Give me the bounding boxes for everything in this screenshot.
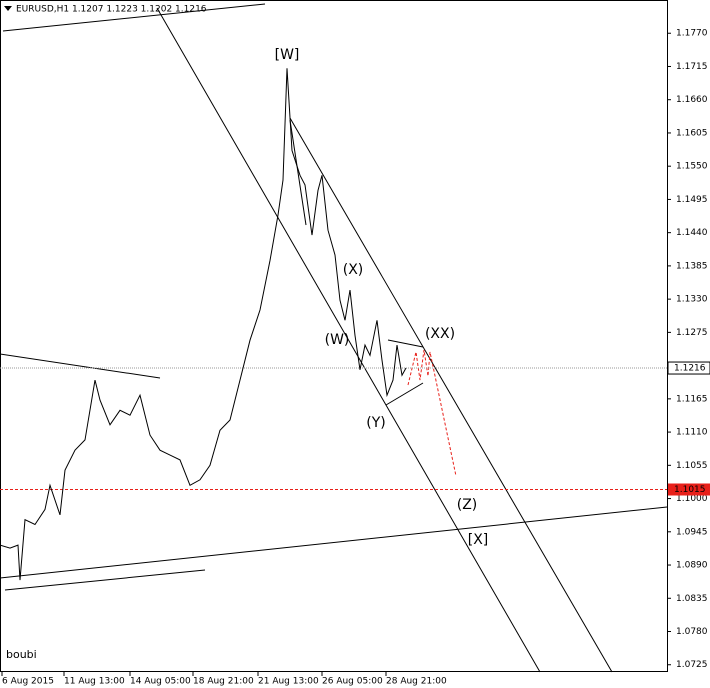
y-tick-label: 1.1000 [676,494,708,504]
y-tick-label: 1.1330 [676,295,708,305]
y-tick-label: 1.0780 [676,627,708,637]
y-tick-label: 1.1275 [676,328,708,338]
y-tick-label: 1.1770 [676,29,708,39]
x-tick-label: 18 Aug 21:00 [193,677,254,687]
plot-frame [0,0,668,672]
y-tick-label: 1.1110 [676,428,708,438]
y-tick-label: 1.1165 [676,394,708,404]
wave-label: (Z) [457,497,478,513]
y-tick-label: 1.1055 [676,461,708,471]
y-tick-label: 1.1495 [676,195,708,205]
y-tick-label: 1.0725 [676,660,708,670]
projection [407,349,457,477]
x-tick-label: 21 Aug 13:00 [258,677,319,687]
y-tick-label: 1.1385 [676,261,708,271]
price-label: 1.1015 [674,485,706,495]
menu-icon [4,6,12,11]
price-label-box [668,483,710,496]
y-tick-label: 1.1550 [676,162,708,172]
y-tick-label: 1.1715 [676,62,708,72]
x-tick-label: 28 Aug 21:00 [386,677,447,687]
x-tick-label: 14 Aug 05:00 [130,677,191,687]
wave-label: [X] [468,532,489,548]
trendlines [0,3,668,673]
price-label: 1.1216 [674,364,706,374]
wave-label: [W] [275,47,300,63]
wave-label: (XX) [425,326,455,342]
author: boubi [6,648,37,661]
x-tick-label: 11 Aug 13:00 [64,677,125,687]
y-tick-label: 1.0890 [676,561,708,571]
y-tick-label: 1.0835 [676,594,708,604]
y-tick-label: 1.1440 [676,228,708,238]
price-label-box [667,361,710,375]
x-tick-label: 26 Aug 05:00 [322,677,383,687]
x-tick-label: 6 Aug 2015 [2,677,54,687]
y-tick-label: 1.1660 [676,95,708,105]
header: EURUSD,H1 1.1207 1.1223 1.1202 1.1216 [16,5,207,15]
y-tick-label: 1.1605 [676,128,708,138]
wave-label: (Y) [366,415,385,431]
wave-label: (W) [325,332,350,348]
wave-label: (X) [343,262,364,278]
price-line [0,68,407,581]
y-tick-label: 1.0945 [676,527,708,537]
